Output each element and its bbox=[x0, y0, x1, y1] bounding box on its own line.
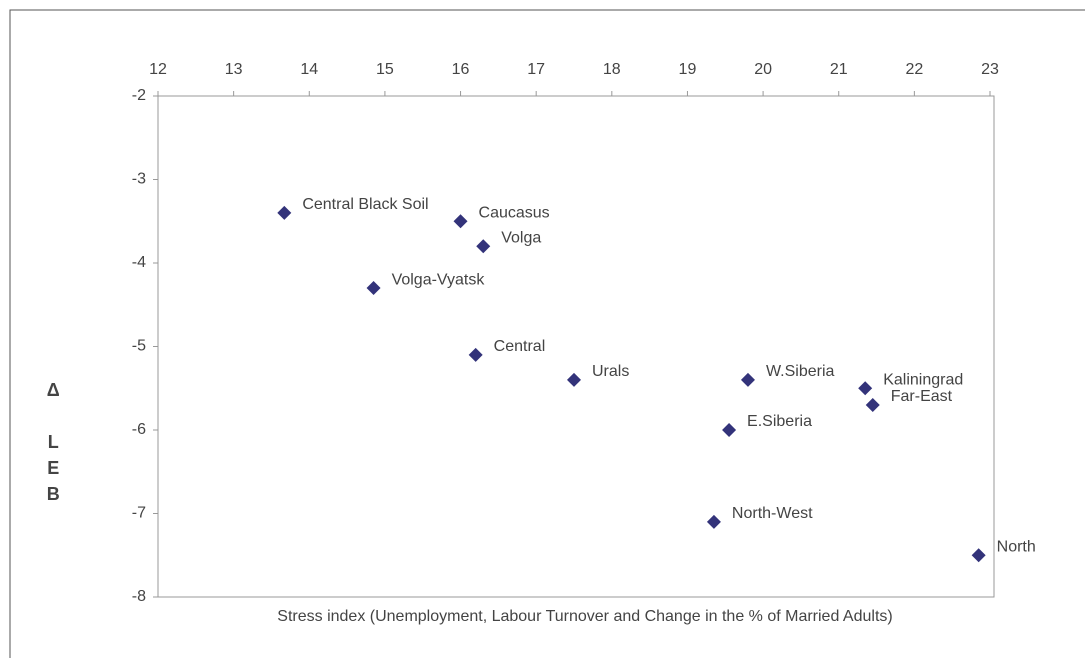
x-tick-label: 22 bbox=[905, 61, 923, 78]
x-tick-label: 20 bbox=[754, 61, 772, 78]
x-tick-label: 17 bbox=[527, 61, 545, 78]
point bbox=[277, 205, 292, 220]
y-tick-label: -6 bbox=[132, 421, 146, 438]
point bbox=[858, 381, 873, 396]
x-tick-label: 23 bbox=[981, 61, 999, 78]
x-tick-label: 15 bbox=[376, 61, 394, 78]
x-axis-label: Stress index (Unemployment, Labour Turno… bbox=[277, 608, 892, 625]
point bbox=[453, 214, 468, 229]
plot-area bbox=[157, 95, 995, 598]
x-tick-label: 19 bbox=[679, 61, 697, 78]
point-label: North-West bbox=[732, 505, 813, 522]
point bbox=[865, 397, 880, 412]
y-tick-label: -2 bbox=[132, 87, 146, 104]
x-tick-label: 16 bbox=[452, 61, 470, 78]
point-label: Caucasus bbox=[479, 204, 550, 221]
y-tick-label: -4 bbox=[132, 254, 146, 271]
point bbox=[722, 423, 737, 437]
y-tick-label: -8 bbox=[132, 588, 146, 605]
point-label: Urals bbox=[592, 363, 629, 380]
y-tick-label: -3 bbox=[132, 171, 146, 188]
point-label: North bbox=[997, 538, 1036, 555]
frame bbox=[9, 9, 1085, 658]
point-label: Central bbox=[494, 338, 546, 355]
point-label: W.Siberia bbox=[766, 363, 835, 380]
y-tick-label: -7 bbox=[132, 505, 146, 522]
point bbox=[971, 548, 986, 563]
x-tick-label: 21 bbox=[830, 61, 848, 78]
y-tick-label: -5 bbox=[132, 338, 146, 355]
x-tick-label: 18 bbox=[603, 61, 621, 78]
point bbox=[740, 372, 755, 387]
point bbox=[366, 281, 381, 296]
x-tick-label: 14 bbox=[300, 61, 318, 78]
point-label: E.Siberia bbox=[747, 413, 812, 430]
point-label: Kaliningrad bbox=[883, 371, 963, 388]
point bbox=[468, 347, 483, 362]
x-tick-label: 13 bbox=[225, 61, 243, 78]
point-label: Central Black Soil bbox=[302, 196, 428, 213]
point bbox=[706, 514, 721, 529]
point-label: Volga bbox=[501, 230, 541, 247]
point bbox=[567, 372, 581, 387]
point-label: Volga-Vyatsk bbox=[392, 271, 486, 288]
point bbox=[476, 239, 491, 254]
point-label: Far-East bbox=[891, 388, 953, 405]
x-tick-label: 12 bbox=[149, 61, 167, 78]
y-axis-label: Δ LEB bbox=[43, 380, 63, 510]
